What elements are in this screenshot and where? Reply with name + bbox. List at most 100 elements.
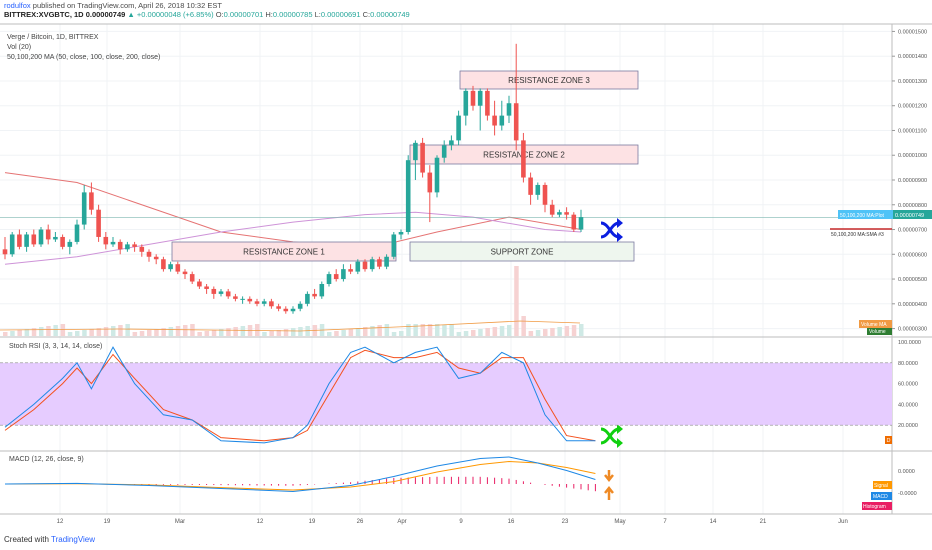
candle-body xyxy=(477,90,483,106)
candle-body xyxy=(564,212,569,215)
candle-body xyxy=(182,271,188,275)
macd-tag-label: MACD xyxy=(873,494,888,500)
candle-body xyxy=(67,241,73,247)
volume-bar xyxy=(564,326,570,336)
x-tick-label: 7 xyxy=(663,519,667,525)
price-tick-label: 0.00000500 xyxy=(898,277,927,283)
volume-bar xyxy=(118,325,123,336)
candle-body xyxy=(24,234,29,247)
candle-body xyxy=(254,301,260,304)
volume-bar xyxy=(557,327,562,336)
volume-bar xyxy=(96,328,102,336)
volume-bar xyxy=(456,332,462,336)
volume-bar xyxy=(125,324,130,336)
candle-body xyxy=(441,145,447,158)
volume-bar xyxy=(413,324,418,336)
candle-body xyxy=(168,264,173,270)
stoch-band xyxy=(0,362,892,426)
x-tick-label: May xyxy=(614,519,625,525)
candle-body xyxy=(31,234,37,245)
candle-body xyxy=(89,192,94,210)
volume-bar xyxy=(449,324,454,336)
candle-body xyxy=(175,264,181,272)
price-tick-label: 0.00001500 xyxy=(898,29,927,35)
candle-body xyxy=(542,184,548,205)
volume-bar xyxy=(427,324,433,336)
x-tick-label: 21 xyxy=(760,519,767,525)
shuffle-arrowhead xyxy=(617,218,623,228)
created-with-label: Created with xyxy=(4,535,49,544)
macd-tag xyxy=(871,492,892,500)
candle-body xyxy=(9,234,15,255)
volume-bar xyxy=(514,266,519,336)
candle-body xyxy=(204,286,209,289)
price-tick-label: 0.00001400 xyxy=(898,54,927,60)
candle-body xyxy=(377,259,382,267)
open-value: 0.00000701 xyxy=(223,10,264,19)
low-label: L: xyxy=(314,10,321,19)
tradingview-logo[interactable]: TradingView xyxy=(51,535,96,544)
candle-body xyxy=(571,214,577,230)
volume-bar xyxy=(183,325,188,336)
resistance-zone-3 xyxy=(459,70,639,90)
stoch-tick-label: 80.0000 xyxy=(898,361,918,367)
candle-body xyxy=(319,284,325,297)
volume-bar xyxy=(399,331,404,336)
shuffle-arrowhead xyxy=(617,424,623,434)
arrow-up-icon xyxy=(604,485,614,500)
candle-body xyxy=(110,241,116,245)
candle-body xyxy=(384,256,389,267)
candle-body xyxy=(391,234,397,257)
volume-bar xyxy=(442,325,447,336)
candle-body xyxy=(333,274,339,280)
last-price-tag xyxy=(893,210,932,219)
author-name[interactable]: rodulfox xyxy=(4,1,31,10)
volume-bar xyxy=(39,327,44,336)
x-tick-label: 14 xyxy=(710,519,717,525)
volume-bar xyxy=(334,331,339,336)
macd-line xyxy=(4,456,596,493)
stoch-tick-label: 60.0000 xyxy=(898,382,918,388)
volume-bar xyxy=(507,325,512,336)
volume-bar xyxy=(168,327,174,336)
candle-body xyxy=(103,236,109,245)
close-label: C: xyxy=(362,10,371,19)
x-tick-label: 26 xyxy=(357,519,364,525)
published-text: published on TradingView.com, April 26, … xyxy=(30,1,222,10)
volume-bar xyxy=(298,327,303,336)
volume-bar xyxy=(478,329,483,336)
candle-body xyxy=(153,256,159,260)
candle-body xyxy=(233,296,238,299)
volume-bar xyxy=(571,325,577,336)
stoch-rsi-legend: Stoch RSI (3, 3, 14, 14, close) xyxy=(7,343,105,350)
ma-plot-tag-label: 50,100,200 MA:Plot xyxy=(840,213,885,219)
price-tick-label: 0.00001100 xyxy=(898,128,927,134)
candle-body xyxy=(305,293,310,304)
last-price-tag-label: 0.00000749 xyxy=(895,213,924,219)
candle-body xyxy=(513,103,519,141)
resistance-zone-3-label: RESISTANCE ZONE 3 xyxy=(508,76,590,85)
volume-bar xyxy=(10,331,15,336)
volume-bar xyxy=(406,324,411,336)
candle-body xyxy=(521,140,526,178)
candle-body xyxy=(492,115,497,126)
candle-body xyxy=(312,293,317,297)
candle-body xyxy=(38,229,44,245)
candle-body xyxy=(197,281,202,287)
candle-body xyxy=(17,234,22,247)
open-label: O: xyxy=(215,10,224,19)
candle-body xyxy=(211,288,217,294)
support-zone-label: SUPPORT ZONE xyxy=(491,248,554,257)
price-tick-label: 0.00001200 xyxy=(898,104,927,110)
x-tick-label: 12 xyxy=(257,519,264,525)
macd-signal-tag-label: Signal xyxy=(874,483,888,489)
volume-bar xyxy=(269,331,274,336)
volume-bar xyxy=(391,332,397,336)
volume-bar xyxy=(363,327,368,336)
volume-bar xyxy=(550,328,555,336)
price-tick-label: 0.00000300 xyxy=(898,327,927,333)
candle-body xyxy=(96,209,101,237)
ma-sma-tag: 50,100,200 MA:SMA #3 xyxy=(831,232,884,238)
candle-body xyxy=(297,303,303,309)
